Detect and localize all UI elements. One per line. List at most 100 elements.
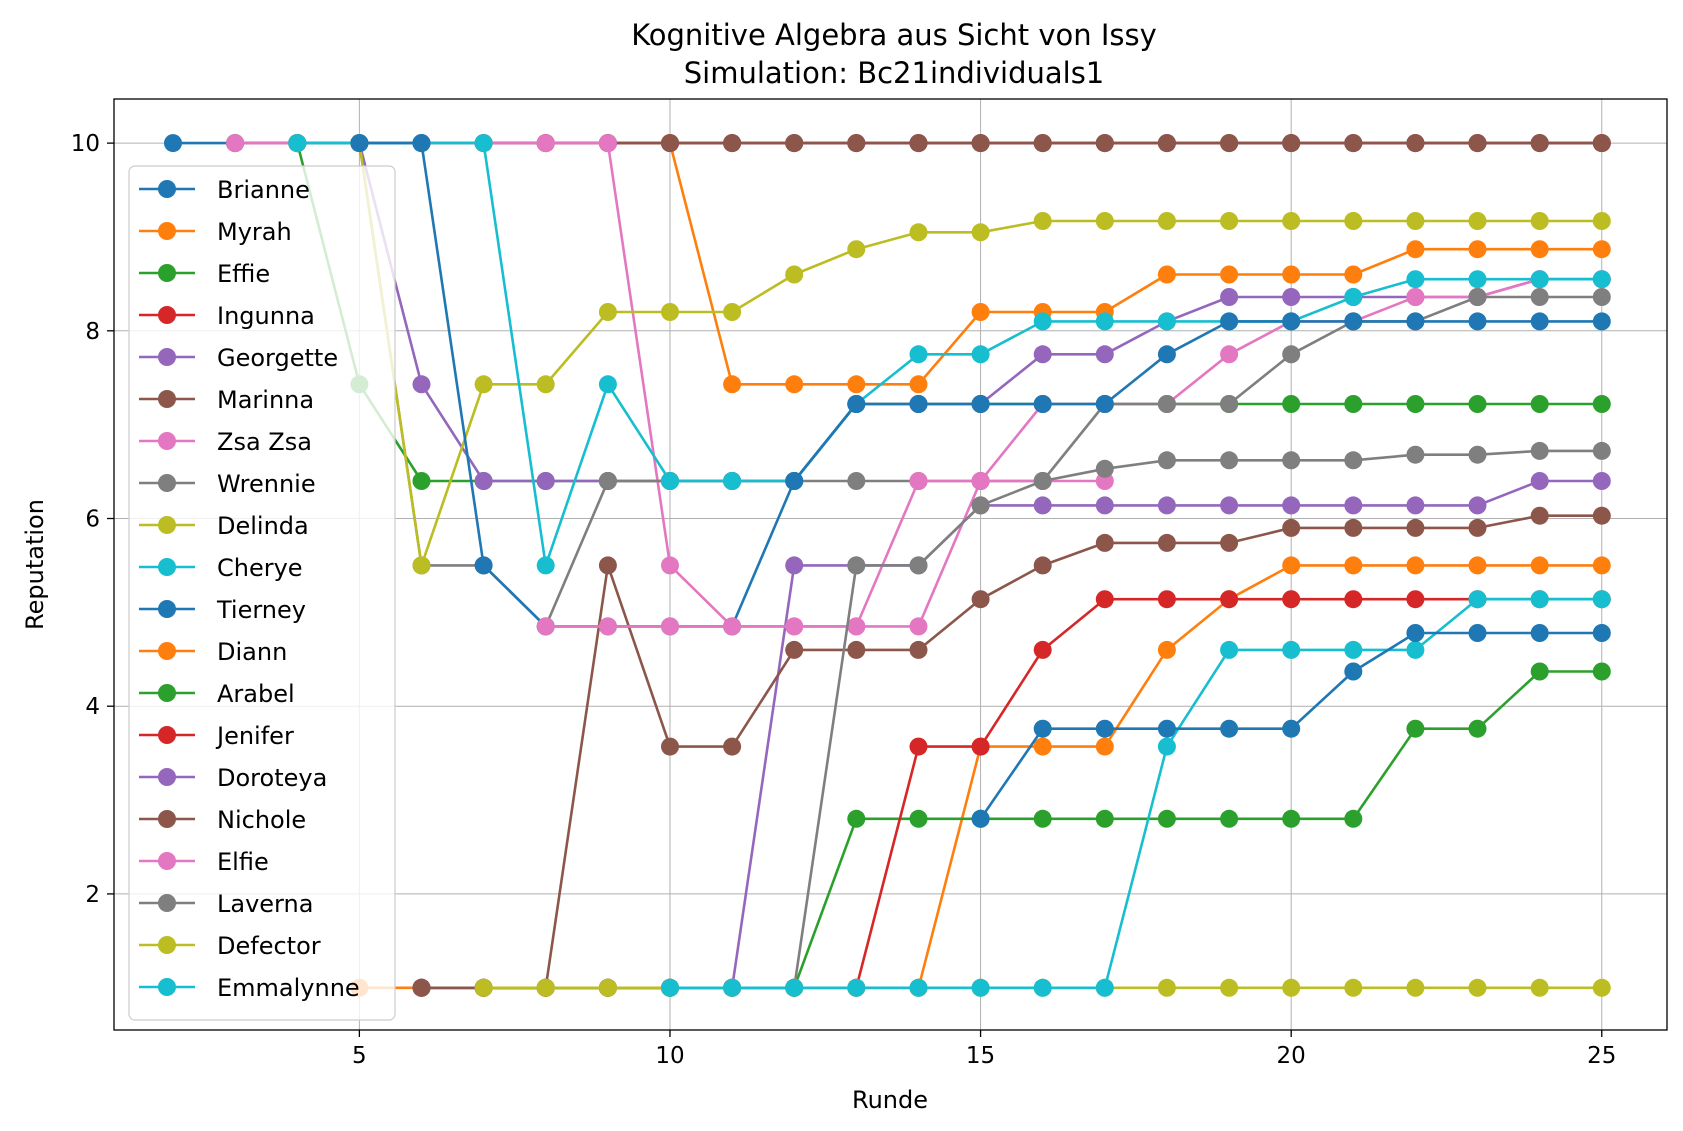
data-point	[1468, 590, 1487, 609]
data-point	[785, 265, 804, 284]
data-point	[536, 556, 555, 575]
data-point	[723, 978, 742, 997]
data-point	[598, 303, 617, 321]
data-point	[785, 978, 804, 997]
data-point	[1344, 978, 1363, 997]
data-point	[1282, 496, 1301, 515]
data-point	[909, 640, 928, 659]
data-point	[847, 640, 866, 659]
data-point	[909, 978, 928, 997]
data-point	[1406, 445, 1425, 464]
series-line	[421, 514, 1602, 990]
data-point	[1344, 312, 1363, 331]
data-point	[1220, 265, 1239, 284]
data-point	[1592, 240, 1611, 259]
data-point	[1468, 518, 1487, 537]
y-axis-label: Reputation	[21, 499, 49, 630]
data-point	[1468, 212, 1487, 230]
legend-entry: Diann	[139, 638, 287, 666]
data-point	[1406, 312, 1425, 331]
data-point	[723, 617, 742, 636]
data-point	[1344, 288, 1363, 306]
data-point	[1530, 288, 1549, 306]
data-point	[598, 978, 617, 997]
data-point	[1530, 590, 1549, 609]
data-point	[1157, 345, 1176, 364]
data-point	[1157, 978, 1176, 997]
legend-label: Zsa Zsa	[217, 428, 312, 456]
axes: 5 10 15 20 25 2 4 6 8 10	[71, 131, 1617, 1069]
data-point	[1592, 134, 1611, 153]
data-point	[1033, 312, 1052, 331]
data-point	[847, 978, 866, 997]
data-point	[1157, 212, 1176, 230]
data-point	[1468, 978, 1487, 997]
legend-label: Doroteya	[217, 764, 327, 792]
data-point	[909, 617, 928, 636]
data-point	[1468, 719, 1487, 738]
x-tick-label: 25	[1587, 1043, 1616, 1069]
plot-frame	[113, 98, 1668, 1031]
data-point	[1406, 978, 1425, 997]
legend-entry: Defector	[139, 932, 321, 960]
series-lines	[164, 134, 1611, 997]
legend-swatch-marker	[158, 432, 176, 450]
data-point	[474, 556, 493, 575]
data-point	[1592, 662, 1611, 681]
legend-entry: Cherye	[139, 554, 303, 582]
legend-label: Defector	[217, 932, 321, 960]
data-point	[971, 809, 990, 828]
data-point	[1530, 662, 1549, 681]
data-point	[1344, 556, 1363, 575]
data-point	[909, 472, 928, 490]
data-point	[1033, 978, 1052, 997]
data-point	[1095, 590, 1114, 609]
data-point	[1592, 312, 1611, 331]
data-point	[1033, 809, 1052, 828]
data-point	[785, 617, 804, 636]
data-point	[1344, 496, 1363, 515]
legend-entry: Jenifer	[139, 722, 294, 750]
data-point	[1406, 395, 1425, 413]
chart-title: Kognitive Algebra aus Sicht von Issy	[631, 18, 1157, 52]
data-point	[598, 472, 617, 490]
data-point	[1344, 451, 1363, 470]
x-tick-label: 10	[655, 1043, 684, 1069]
legend-label: Elfie	[217, 848, 269, 876]
data-point	[1033, 345, 1052, 364]
data-point	[785, 640, 804, 659]
data-point	[1592, 556, 1611, 575]
legend-label: Georgette	[217, 344, 338, 372]
data-point	[1530, 506, 1549, 525]
x-axis-label: Runde	[852, 1086, 928, 1114]
data-point	[1220, 719, 1239, 738]
data-point	[1282, 978, 1301, 997]
data-point	[847, 809, 866, 828]
data-point	[1033, 556, 1052, 575]
data-point	[226, 134, 245, 153]
data-point	[1282, 395, 1301, 413]
data-point	[536, 472, 555, 490]
data-point	[909, 134, 928, 153]
legend-entry: Nichole	[139, 806, 306, 834]
data-point	[1157, 809, 1176, 828]
data-point	[412, 556, 431, 575]
legend-swatch-marker	[158, 558, 176, 576]
data-point	[1220, 640, 1239, 659]
data-point	[661, 556, 679, 575]
data-point	[1033, 212, 1052, 230]
data-point	[1095, 533, 1114, 552]
data-point	[1095, 809, 1114, 828]
data-point	[1344, 518, 1363, 537]
legend-swatch-marker	[158, 516, 176, 534]
data-point	[1157, 496, 1176, 515]
data-point	[1220, 451, 1239, 470]
data-point	[1344, 662, 1363, 681]
data-point	[1157, 640, 1176, 659]
data-point	[1406, 719, 1425, 738]
data-point	[1282, 265, 1301, 284]
data-point	[536, 134, 555, 153]
data-point	[909, 345, 928, 364]
data-point	[1592, 441, 1611, 460]
data-point	[909, 556, 928, 575]
